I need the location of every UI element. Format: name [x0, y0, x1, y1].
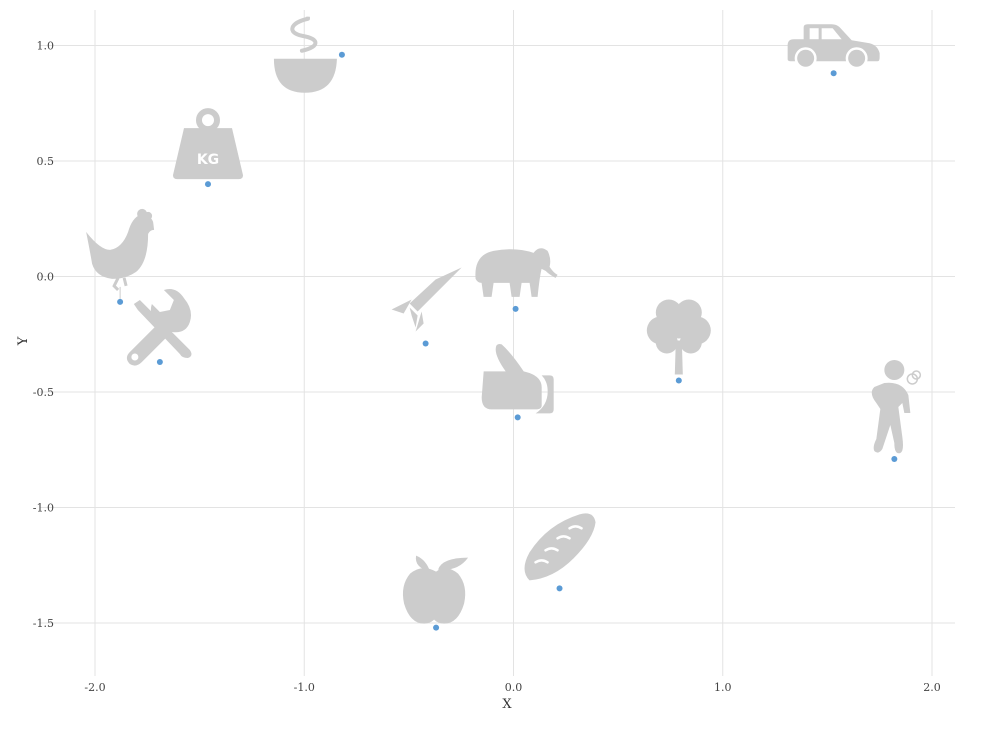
point-marker	[891, 455, 898, 462]
point-marker	[514, 414, 521, 421]
y-tick-label: -1.0	[33, 502, 54, 515]
tools-icon	[126, 288, 192, 366]
y-axis-ticks: 1.0 0.5 0.0 -0.5 -1.0 -1.5	[33, 40, 54, 631]
x-tick-label: -2.0	[84, 681, 105, 694]
y-tick-label: 1.0	[37, 40, 55, 53]
data-point: KG	[172, 108, 243, 188]
thumbs-up-icon	[481, 343, 554, 414]
data-point	[787, 24, 880, 77]
data-point	[402, 555, 469, 631]
chicken-icon	[86, 208, 155, 299]
point-marker	[204, 181, 211, 188]
person-coughing-icon	[871, 359, 922, 454]
y-tick-label: -0.5	[33, 386, 54, 399]
data-point	[646, 299, 711, 384]
x-axis-ticks: -2.0 -1.0 0.0 1.0 2.0	[84, 681, 940, 694]
x-tick-label: 0.0	[505, 681, 523, 694]
data-point	[273, 16, 345, 93]
y-tick-label: -1.5	[33, 617, 54, 630]
bread-icon	[524, 513, 596, 581]
point-marker	[338, 51, 345, 58]
weight-kg-icon: KG	[172, 108, 243, 180]
car-icon	[787, 24, 880, 70]
soup-bowl-icon	[273, 16, 337, 93]
rocket-icon	[391, 267, 462, 332]
x-tick-label: -1.0	[294, 681, 315, 694]
apple-icon	[402, 555, 469, 624]
y-tick-label: 0.5	[37, 155, 55, 168]
data-point	[475, 248, 558, 312]
point-marker	[422, 340, 429, 347]
tree-icon	[646, 299, 711, 375]
point-marker	[156, 358, 163, 365]
x-axis-title: X	[502, 697, 512, 712]
data-point	[126, 288, 192, 366]
data-point	[871, 359, 922, 462]
data-point	[524, 513, 596, 592]
x-tick-label: 1.0	[714, 681, 732, 694]
data-point	[86, 208, 155, 305]
point-marker	[512, 305, 519, 312]
point-marker	[117, 298, 124, 305]
point-marker	[830, 70, 837, 77]
point-marker	[433, 624, 440, 631]
elephant-icon	[475, 248, 558, 297]
y-axis-title: Y	[16, 336, 31, 346]
data-points: KG	[86, 16, 922, 631]
x-tick-label: 2.0	[923, 681, 941, 694]
point-marker	[556, 585, 563, 592]
data-point	[391, 267, 462, 347]
data-point	[481, 343, 554, 421]
point-marker	[675, 377, 682, 384]
weight-label: KG	[197, 152, 219, 168]
y-tick-label: 0.0	[37, 271, 55, 284]
